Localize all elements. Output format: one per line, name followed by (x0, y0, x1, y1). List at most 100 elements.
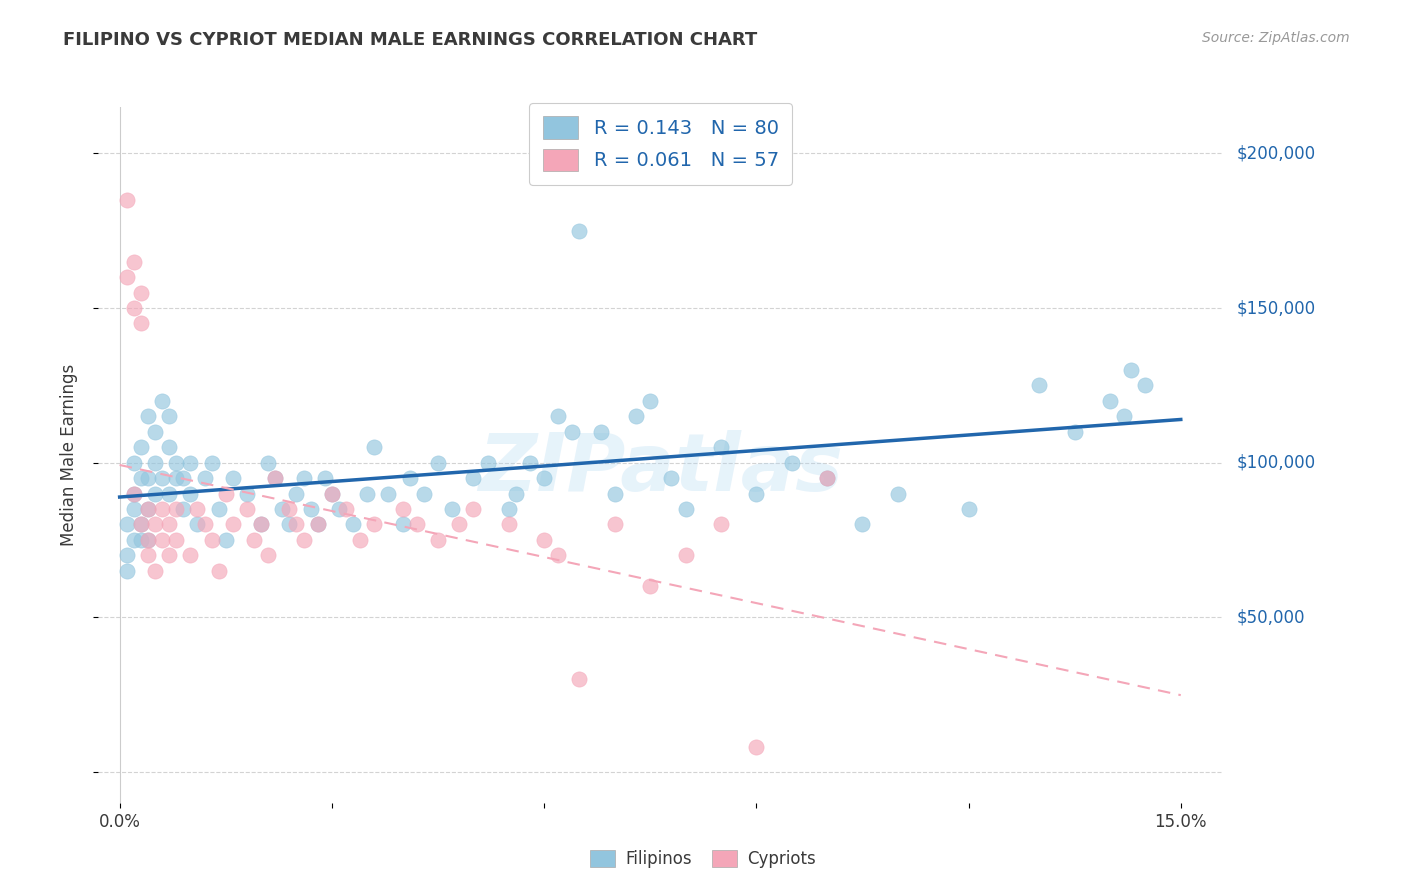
Point (215, 486, 238, 500)
Point (157, 440, 180, 454)
Point (624, 409, 647, 424)
Point (391, 502, 413, 516)
Point (150, 502, 173, 516)
Point (129, 285, 152, 300)
Point (589, 425, 612, 439)
Point (745, 740, 768, 755)
Point (377, 486, 399, 500)
Point (427, 456, 450, 470)
Point (122, 486, 145, 500)
Point (122, 486, 145, 500)
Point (519, 456, 541, 470)
Point (342, 517, 364, 532)
Text: FILIPINO VS CYPRIOT MEDIAN MALE EARNINGS CORRELATION CHART: FILIPINO VS CYPRIOT MEDIAN MALE EARNINGS… (63, 31, 758, 49)
Point (186, 517, 208, 532)
Point (314, 471, 336, 485)
Point (851, 517, 873, 532)
Point (957, 502, 980, 516)
Point (1135, 378, 1157, 392)
Point (172, 502, 194, 516)
Legend: R = 0.143   N = 80, R = 0.061   N = 57: R = 0.143 N = 80, R = 0.061 N = 57 (530, 103, 792, 185)
Point (136, 409, 159, 424)
Point (887, 486, 910, 500)
Point (115, 193, 138, 207)
Point (568, 672, 591, 686)
Legend: Filipinos, Cypriots: Filipinos, Cypriots (583, 843, 823, 875)
Point (321, 486, 343, 500)
Point (264, 471, 287, 485)
Point (463, 502, 485, 516)
Point (710, 440, 733, 454)
Point (745, 486, 768, 500)
Point (215, 533, 238, 547)
Point (250, 517, 273, 532)
Point (143, 425, 166, 439)
Point (193, 471, 215, 485)
Point (193, 517, 215, 532)
Point (122, 301, 145, 315)
Text: $50,000: $50,000 (1237, 608, 1306, 626)
Point (278, 517, 301, 532)
Point (172, 471, 194, 485)
Point (498, 502, 520, 516)
Point (157, 486, 180, 500)
Point (638, 393, 661, 408)
Point (129, 517, 152, 532)
Text: Source: ZipAtlas.com: Source: ZipAtlas.com (1202, 31, 1350, 45)
Point (638, 579, 661, 593)
Point (236, 486, 259, 500)
Point (250, 517, 273, 532)
Point (115, 549, 138, 563)
Point (405, 517, 427, 532)
Point (547, 549, 569, 563)
Point (129, 440, 152, 454)
Point (1121, 363, 1143, 377)
Point (498, 517, 520, 532)
Point (533, 471, 555, 485)
Point (208, 502, 231, 516)
Point (441, 502, 464, 516)
Point (547, 409, 569, 424)
Point (136, 502, 159, 516)
Point (136, 471, 159, 485)
Point (335, 502, 357, 516)
Point (115, 564, 138, 578)
Point (186, 502, 208, 516)
Point (1098, 393, 1121, 408)
Point (143, 564, 166, 578)
Point (222, 471, 245, 485)
Point (307, 517, 329, 532)
Point (505, 486, 527, 500)
Point (165, 456, 187, 470)
Point (292, 471, 315, 485)
Point (136, 533, 159, 547)
Point (165, 502, 187, 516)
Point (363, 440, 385, 454)
Point (398, 471, 420, 485)
Point (427, 533, 450, 547)
Text: $150,000: $150,000 (1237, 299, 1316, 317)
Y-axis label: Median Male Earnings: Median Male Earnings (59, 364, 77, 546)
Point (463, 471, 485, 485)
Point (568, 224, 591, 238)
Point (363, 517, 385, 532)
Point (143, 486, 166, 500)
Point (1114, 409, 1136, 424)
Point (165, 533, 187, 547)
Point (328, 502, 350, 516)
Point (115, 270, 138, 285)
Point (201, 533, 224, 547)
Point (285, 517, 308, 532)
Point (236, 502, 259, 516)
Text: ZIPatlas: ZIPatlas (478, 430, 844, 508)
Point (1063, 425, 1085, 439)
Point (129, 517, 152, 532)
Point (257, 456, 280, 470)
Point (122, 456, 145, 470)
Point (278, 502, 301, 516)
Point (349, 533, 371, 547)
Point (143, 517, 166, 532)
Point (179, 456, 201, 470)
Point (321, 486, 343, 500)
Point (136, 549, 159, 563)
